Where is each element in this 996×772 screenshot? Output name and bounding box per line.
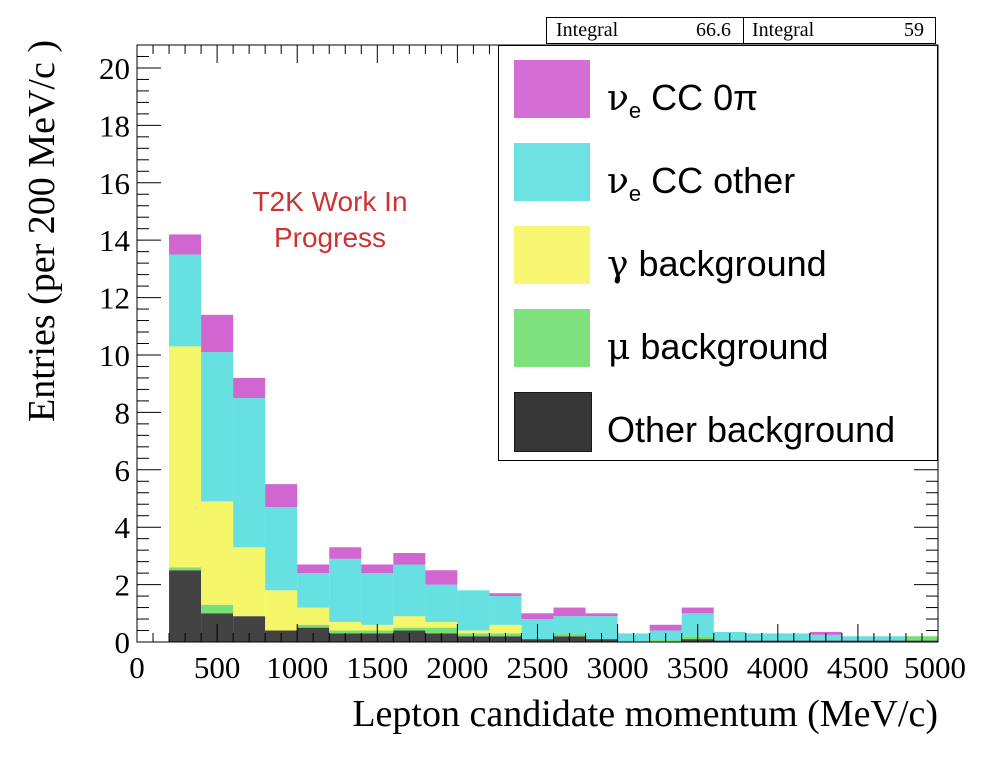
- bar--e-cc-0--bin-6: [361, 564, 394, 574]
- stat-box-1-value: 66.6: [696, 19, 731, 41]
- legend-swatch: [514, 143, 590, 201]
- y-tick-label: 14: [99, 223, 131, 258]
- stat-box-2-label: Integral: [752, 19, 815, 41]
- x-tick-label: 4000: [747, 650, 809, 685]
- bar--e-cc-other-bin-8: [425, 584, 458, 622]
- legend-swatch: [514, 226, 590, 284]
- y-tick-label: 20: [99, 51, 130, 86]
- bar--background-bin-4: [297, 624, 330, 628]
- bar--background-bin-1: [201, 604, 234, 614]
- bar--e-cc-0--bin-4: [297, 564, 330, 574]
- legend-label: νe CC 0π: [607, 77, 758, 124]
- legend-swatch: [514, 309, 590, 367]
- x-tick-label: 1500: [346, 650, 408, 685]
- bar--e-cc-0--bin-5: [329, 547, 362, 559]
- bar--background-bin-3: [265, 590, 298, 631]
- bar--e-cc-0--bin-16: [681, 607, 714, 614]
- bar--e-cc-other-bin-6: [361, 573, 394, 625]
- x-tick-label: 3500: [667, 650, 729, 685]
- bar--e-cc-0--bin-3: [265, 484, 298, 508]
- bar--e-cc-other-bin-1: [201, 352, 234, 502]
- bar--background-bin-8: [425, 627, 458, 634]
- bar--background-bin-1: [201, 501, 234, 605]
- bar--e-cc-other-bin-10: [489, 596, 522, 625]
- bar--e-cc-other-bin-4: [297, 573, 330, 608]
- y-tick-label: 8: [115, 395, 131, 430]
- y-tick-label: 12: [99, 281, 130, 316]
- bar--e-cc-other-bin-5: [329, 558, 362, 622]
- bar--e-cc-0--bin-8: [425, 570, 458, 585]
- legend-entry-nue-cc-0pi: νe CC 0π: [499, 48, 937, 123]
- bar--background-bin-0: [169, 346, 202, 568]
- bar--e-cc-other-bin-7: [393, 564, 426, 617]
- legend-swatch: [514, 392, 592, 452]
- x-tick-label: 0: [129, 650, 145, 685]
- legend-label: γ background: [607, 243, 827, 285]
- x-tick-label: 2000: [426, 650, 488, 685]
- stat-box-integral-2: Integral 59: [743, 17, 936, 44]
- y-tick-label: 6: [115, 453, 131, 488]
- x-tick-label: 4500: [827, 650, 889, 685]
- stat-box-1-label: Integral: [556, 19, 619, 41]
- y-tick-label: 4: [115, 510, 131, 545]
- y-tick-label: 0: [115, 625, 131, 660]
- bar--e-cc-0--bin-12: [553, 607, 586, 617]
- y-tick-label: 18: [99, 108, 130, 143]
- y-tick-labels: 0 2 4 6 8 10 12 14 16 18 20: [99, 51, 131, 660]
- bar--e-cc-0--bin-10: [489, 593, 522, 597]
- x-axis-label: Lepton candidate momentum (MeV/c): [352, 693, 938, 735]
- x-tick-label: 2500: [507, 650, 569, 685]
- bar--e-cc-other-bin-9: [457, 590, 490, 631]
- bar--background-bin-5: [329, 621, 362, 631]
- bar--background-bin-5: [329, 630, 362, 634]
- bar--background-bin-0: [169, 567, 202, 571]
- y-tick-label: 10: [99, 338, 130, 373]
- legend-entry-gamma-background: γ background: [499, 214, 937, 285]
- bar--background-bin-9: [457, 630, 490, 634]
- stat-box-2-value: 59: [904, 19, 924, 41]
- bar--e-cc-other-bin-13: [585, 616, 618, 640]
- bar--background-bin-7: [393, 616, 426, 628]
- bar--e-cc-0--bin-0: [169, 234, 202, 255]
- bar--e-cc-0--bin-1: [201, 314, 234, 353]
- y-axis-label: Entries (per 200 MeV/c ): [21, 40, 63, 422]
- y-tick-label: 16: [99, 166, 130, 201]
- bar--e-cc-other-bin-2: [233, 398, 266, 548]
- x-tick-labels: 0 500 1000 1500 2000 2500 3000 3500 4000 4500 5000: [129, 650, 966, 685]
- bar--background-bin-2: [233, 547, 266, 617]
- work-in-progress-watermark: T2K Work In Progress: [210, 184, 450, 256]
- bar--e-cc-other-bin-3: [265, 507, 298, 591]
- legend-label: Other background: [607, 409, 896, 450]
- bar--e-cc-other-bin-12: [553, 616, 586, 634]
- x-tick-label: 3000: [587, 650, 649, 685]
- legend-swatch: [514, 60, 590, 118]
- y-tick-label: 2: [115, 568, 131, 603]
- bar--background-bin-4: [297, 607, 330, 625]
- bar--background-bin-7: [393, 627, 426, 631]
- legend-label: νe CC other: [607, 160, 796, 207]
- legend-entry-mu-background: μ background: [499, 297, 937, 368]
- legend-label: μ background: [607, 326, 829, 368]
- bar--e-cc-0--bin-15: [649, 624, 682, 631]
- bar--background-bin-10: [489, 624, 522, 634]
- x-tick-label: 5000: [904, 650, 966, 685]
- bar--background-bin-8: [425, 621, 458, 628]
- watermark-line-2: Progress: [273, 222, 387, 253]
- legend-entry-other-background: Other background: [499, 380, 937, 452]
- bar--e-cc-other-bin-0: [169, 254, 202, 347]
- bar--e-cc-0--bin-7: [393, 553, 426, 565]
- x-tick-label: 1000: [266, 650, 328, 685]
- x-tick-label: 500: [194, 650, 241, 685]
- bar--e-cc-0--bin-2: [233, 377, 266, 399]
- watermark-line-1: T2K Work In: [252, 186, 408, 217]
- bar--e-cc-0--bin-13: [585, 613, 618, 617]
- legend: νe CC 0π νe CC other γ background μ back…: [498, 45, 938, 461]
- bar-other-background-bin-0: [169, 570, 202, 642]
- legend-entry-nue-cc-other: νe CC other: [499, 131, 937, 206]
- bar--e-cc-0--bin-11: [521, 613, 554, 620]
- stat-box-integral-1: Integral 66.6: [546, 17, 744, 44]
